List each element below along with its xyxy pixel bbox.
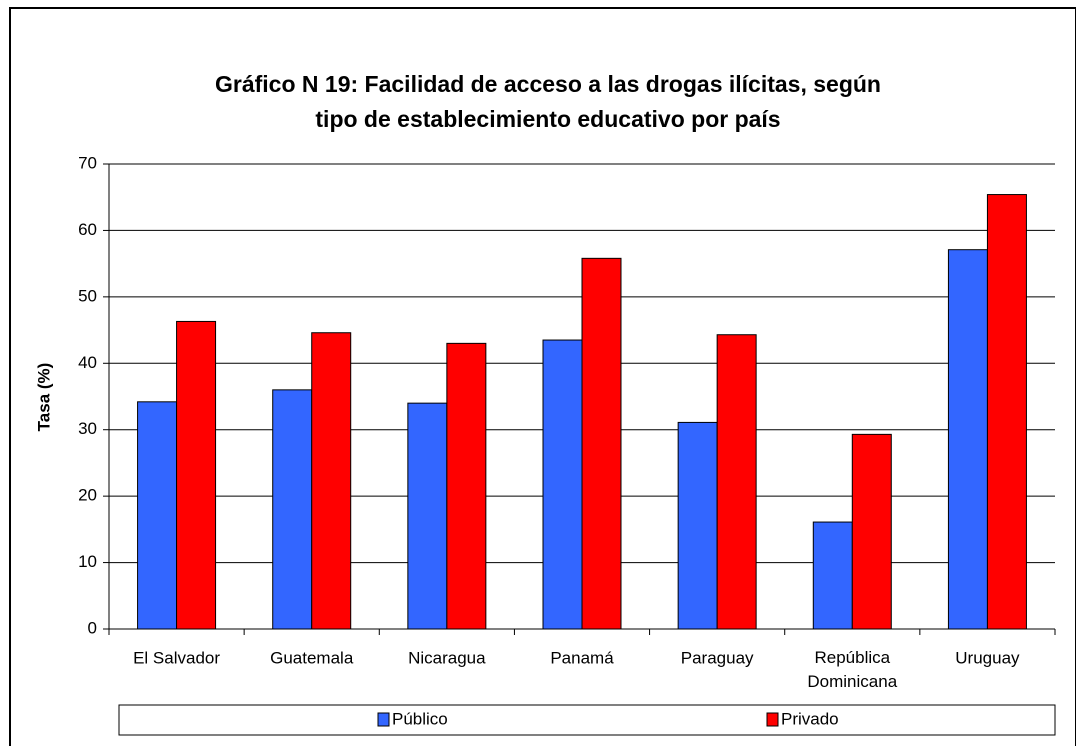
bar <box>851 433 892 630</box>
chart-title: Gráfico N 19: Facilidad de acceso a las … <box>215 71 881 97</box>
x-tick-label: Uruguay <box>955 648 1020 667</box>
bar <box>677 421 718 630</box>
y-tick-label: 70 <box>78 153 97 172</box>
y-tick-label: 60 <box>78 220 97 239</box>
y-tick-label: 10 <box>78 552 97 571</box>
x-tick-label: Guatemala <box>270 648 354 667</box>
bar <box>272 389 313 630</box>
legend-label: Público <box>392 709 448 728</box>
bar <box>311 332 352 630</box>
x-tick-label: Nicaragua <box>408 648 486 667</box>
x-tick-label: República Dominicana <box>807 648 897 691</box>
bar <box>542 339 583 630</box>
bar <box>176 320 217 630</box>
legend-box <box>118 704 1056 736</box>
y-tick-label: 50 <box>78 286 97 305</box>
y-axis-label: Tasa (%) <box>34 363 53 432</box>
bar <box>947 249 988 630</box>
x-tick-label: Panamá <box>550 648 614 667</box>
x-tick-label: El Salvador <box>133 648 220 667</box>
y-tick-label: 0 <box>88 618 97 637</box>
x-tick-label: Paraguay <box>681 648 754 667</box>
bar <box>581 257 622 630</box>
y-tick-label: 30 <box>78 419 97 438</box>
chart-title: tipo de establecimiento educativo por pa… <box>315 106 780 132</box>
legend-swatch <box>377 712 390 727</box>
bar <box>812 521 853 630</box>
bar <box>446 342 487 630</box>
bar <box>716 334 757 630</box>
bar <box>407 402 448 630</box>
y-tick-label: 40 <box>78 353 97 372</box>
y-tick-label: 20 <box>78 486 97 505</box>
bar <box>137 401 178 630</box>
legend-swatch <box>766 712 779 727</box>
legend-label: Privado <box>781 709 839 728</box>
bar <box>986 194 1027 630</box>
